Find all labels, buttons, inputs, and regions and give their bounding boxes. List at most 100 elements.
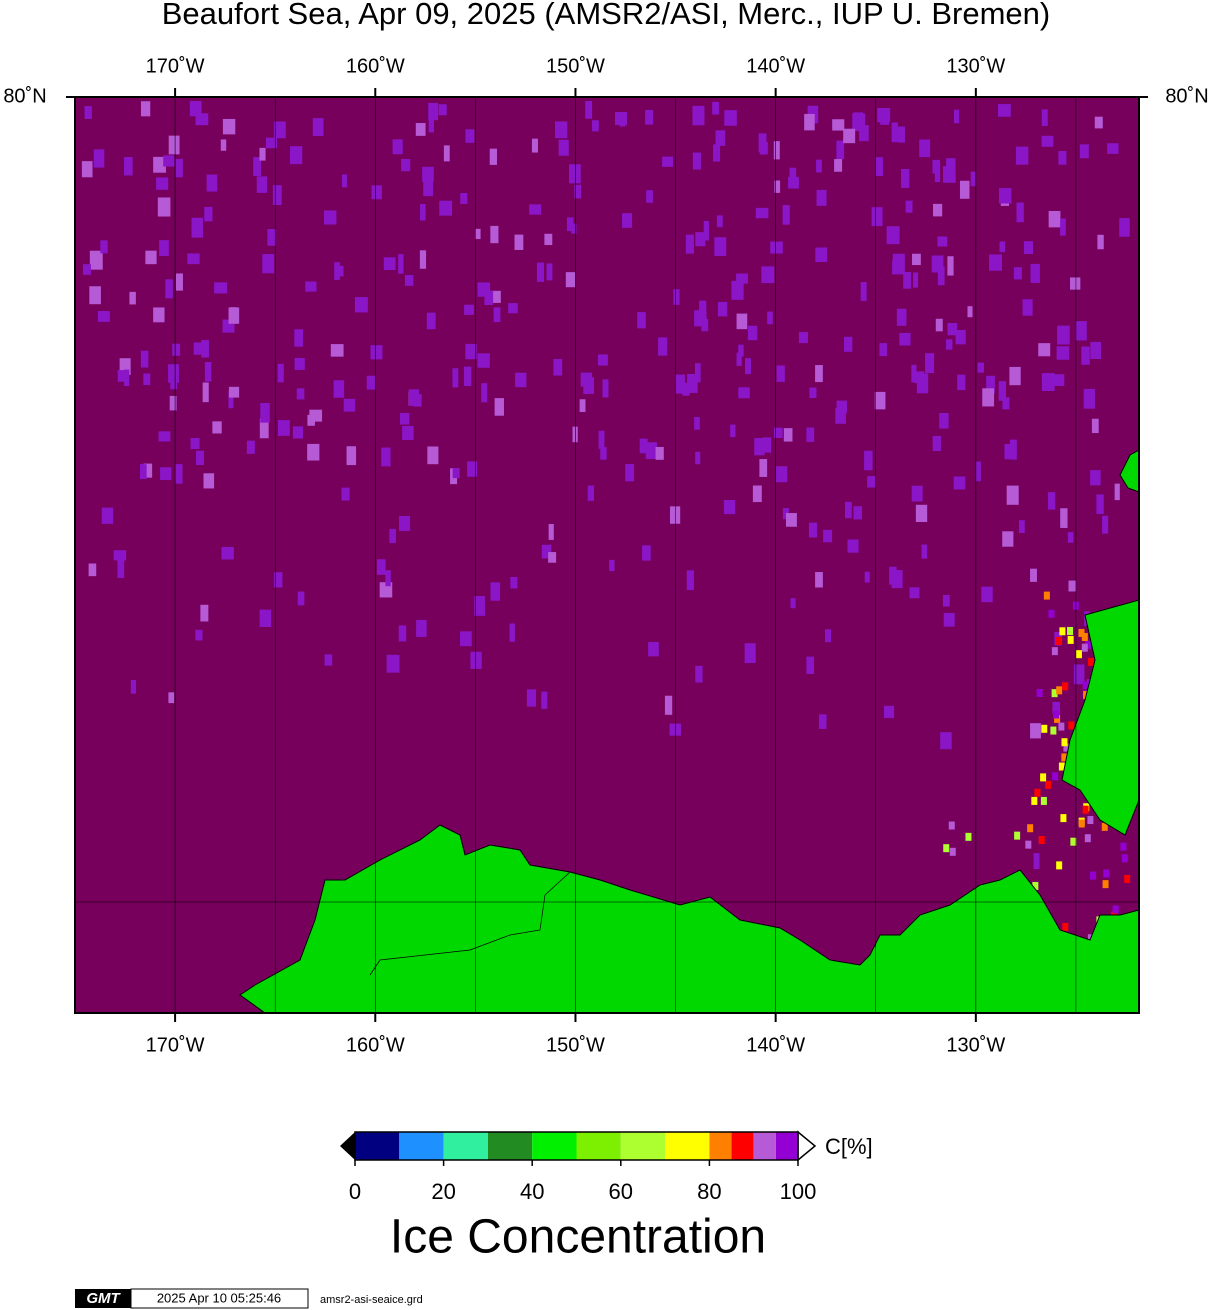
speckle <box>193 342 203 355</box>
ice-edge <box>1081 633 1088 642</box>
speckle <box>1102 515 1109 534</box>
speckle <box>140 350 149 368</box>
speckle <box>392 139 403 155</box>
speckle <box>460 631 472 647</box>
speckle <box>921 544 928 559</box>
speckle <box>1002 531 1014 547</box>
speckle <box>864 450 873 471</box>
speckle <box>101 507 114 524</box>
speckle <box>419 250 427 269</box>
speckle <box>169 395 177 411</box>
speckle <box>655 446 664 460</box>
speckle <box>460 193 468 204</box>
colorbar-bin <box>665 1132 710 1160</box>
speckle <box>129 291 136 305</box>
speckle <box>816 189 827 206</box>
speckle <box>947 256 954 276</box>
ice-edge <box>943 844 950 853</box>
speckle <box>853 112 864 127</box>
speckle <box>228 390 234 409</box>
speckle <box>416 619 427 637</box>
speckle <box>943 166 956 183</box>
speckle <box>694 416 700 430</box>
speckle <box>1002 397 1010 410</box>
speckle <box>228 386 240 398</box>
speckle <box>428 113 435 133</box>
speckle <box>398 625 407 642</box>
speckle <box>481 383 488 403</box>
speckle <box>730 424 736 438</box>
speckle <box>998 104 1011 117</box>
ice-edge <box>1053 710 1060 719</box>
speckle <box>1083 388 1095 409</box>
speckle <box>490 225 499 244</box>
timestamp-box <box>130 1288 309 1309</box>
speckle <box>937 266 945 286</box>
speckle <box>1073 664 1085 685</box>
speckle <box>909 587 920 599</box>
speckle <box>426 312 436 330</box>
speckle <box>1018 520 1025 533</box>
speckle <box>548 552 557 563</box>
speckle <box>931 255 944 273</box>
speckle <box>955 329 966 345</box>
speckle <box>642 545 651 561</box>
speckle <box>544 233 553 246</box>
ice-edge <box>1085 640 1092 649</box>
speckle <box>175 158 183 178</box>
speckle <box>773 427 783 438</box>
speckle <box>998 188 1012 204</box>
speckle <box>675 374 686 394</box>
speckle <box>143 463 153 478</box>
speckle <box>422 166 434 182</box>
speckle <box>701 319 709 332</box>
speckle <box>937 236 948 247</box>
speckle <box>1068 580 1077 592</box>
speckle <box>160 467 172 480</box>
speckle <box>253 157 261 177</box>
speckle <box>883 705 895 719</box>
colorbar-tick-label: 60 <box>609 1179 633 1204</box>
speckle <box>143 373 151 386</box>
colorbar-bin <box>775 1132 798 1160</box>
speckle <box>1033 853 1040 870</box>
ocean <box>75 97 1139 1013</box>
speckle <box>259 418 269 439</box>
border <box>369 871 571 976</box>
colorbar-bin <box>532 1132 577 1160</box>
speckle <box>893 229 900 244</box>
ice-edge <box>1078 628 1085 637</box>
ice-edge <box>1040 796 1047 805</box>
speckle <box>867 476 876 488</box>
logo-box <box>75 1289 131 1308</box>
speckle <box>82 264 91 275</box>
speckle <box>123 157 133 176</box>
map <box>74 96 1140 1014</box>
speckle <box>84 106 92 120</box>
speckle <box>754 437 765 456</box>
ice-edge <box>965 832 972 841</box>
speckle <box>943 612 955 627</box>
speckle <box>307 443 320 461</box>
speckle <box>201 340 209 358</box>
lon-label: 150˚W <box>546 1034 605 1056</box>
ice-edge <box>1063 743 1070 752</box>
colorbar-bin <box>576 1132 621 1160</box>
speckle <box>389 528 396 544</box>
speckle <box>864 571 870 583</box>
colorbar-unit: C[%] <box>825 1134 873 1159</box>
speckle <box>206 174 218 192</box>
speckle <box>957 374 966 391</box>
speckle <box>484 290 494 305</box>
speckle <box>195 629 203 641</box>
speckle <box>580 372 593 387</box>
speckle <box>220 139 227 151</box>
speckle <box>376 559 386 575</box>
speckle <box>113 550 127 561</box>
ice-edge <box>1090 871 1097 880</box>
speckle <box>836 400 848 414</box>
ice-edge <box>1058 762 1065 771</box>
ice-edge <box>1031 796 1038 805</box>
speckle <box>510 576 518 589</box>
speckle <box>334 262 340 280</box>
